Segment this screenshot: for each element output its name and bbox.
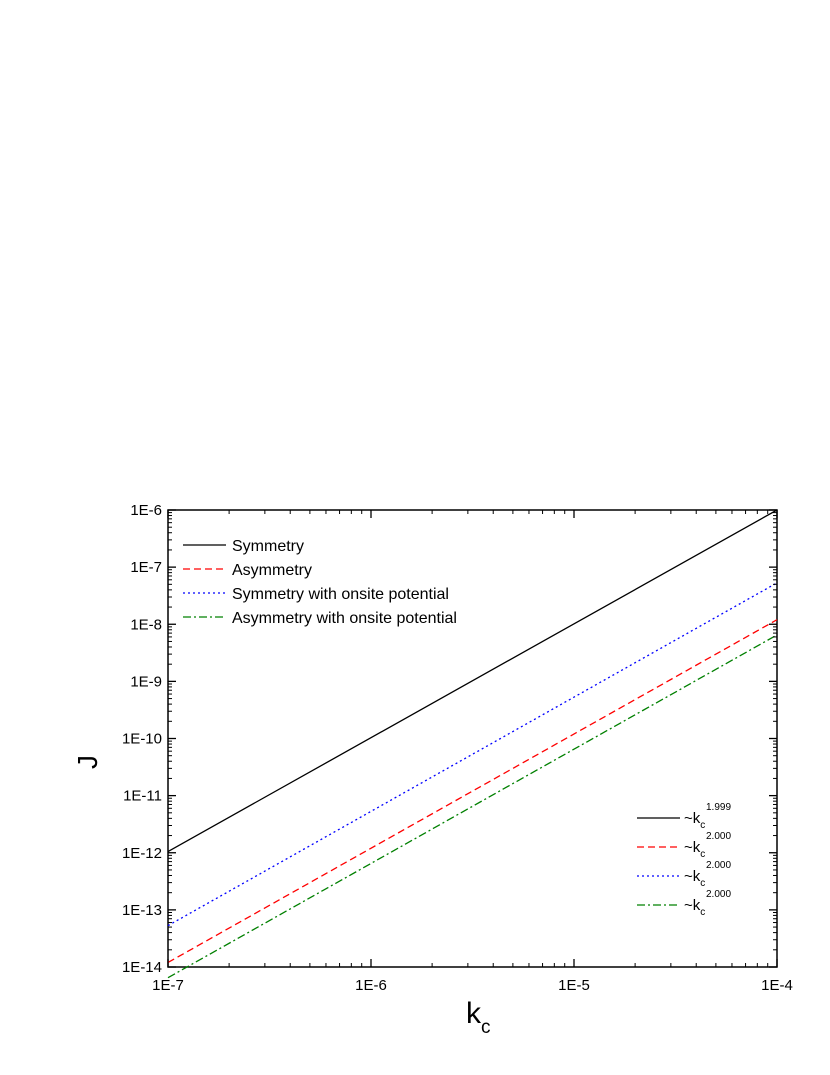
legend-label-1: Asymmetry [232,562,312,579]
x-axis-title-main: k [466,997,482,1030]
fit-label-3: ~kc [684,897,705,918]
fit-label-0: ~kc [684,810,705,831]
y-tick-label: 1E-10 [122,731,162,748]
legend-label-0: Symmetry [232,538,304,555]
y-tick-label: 1E-11 [123,788,162,805]
fit-label-prefix: ~k [684,839,701,856]
fit-label-2: ~kc [684,868,705,889]
fit-label-sub: c [700,878,705,889]
x-tick-label: 1E-6 [355,977,387,994]
y-tick-label: 1E-9 [130,673,162,690]
ticks-layer: 1E-7 1E-6 1E-5 1E-4 1E-14 1E-13 1E-12 1E-11 1E-1… [122,502,793,994]
fit-label-exponent-1: 2.000 [706,831,731,842]
series-line-0 [167,509,778,853]
fit-label-prefix: ~k [684,810,701,827]
y-tick-label: 1E-6 [130,502,162,519]
legend: Symmetry Asymmetry Symmetry with onsite po… [183,538,457,627]
fit-label-exponent-3: 2.000 [706,889,731,900]
x-axis-title: kc [466,997,491,1038]
x-tick-label: 1E-4 [761,977,793,994]
y-tick-label: 1E-14 [122,959,162,976]
legend-label-3: Asymmetry with onsite potential [232,610,457,627]
fit-label-sub: c [700,820,705,831]
x-tick-label: 1E-7 [152,977,184,994]
x-axis-title-sub: c [481,1017,491,1038]
fit-label-exponent-2: 2.000 [706,860,731,871]
fit-label-sub: c [700,849,705,860]
fit-legend: ~kc1.999~kc2.000~kc2.000~kc2.000 [637,802,731,918]
legend-label-2: Symmetry with onsite potential [232,586,449,603]
y-tick-label: 1E-7 [130,559,162,576]
x-tick-label: 1E-5 [558,977,590,994]
fit-label-1: ~kc [684,839,705,860]
y-tick-label: 1E-12 [122,845,162,862]
y-axis-title: J [72,755,103,769]
series-line-2 [167,582,778,927]
series-layer [167,509,778,979]
y-tick-label: 1E-8 [130,616,162,633]
series-line-3 [167,634,778,979]
y-tick-label: 1E-13 [122,902,162,919]
fit-label-sub: c [700,907,705,918]
fit-label-exponent-0: 1.999 [706,802,731,813]
series-line-1 [167,619,778,964]
fit-label-prefix: ~k [684,868,701,885]
fit-label-prefix: ~k [684,897,701,914]
